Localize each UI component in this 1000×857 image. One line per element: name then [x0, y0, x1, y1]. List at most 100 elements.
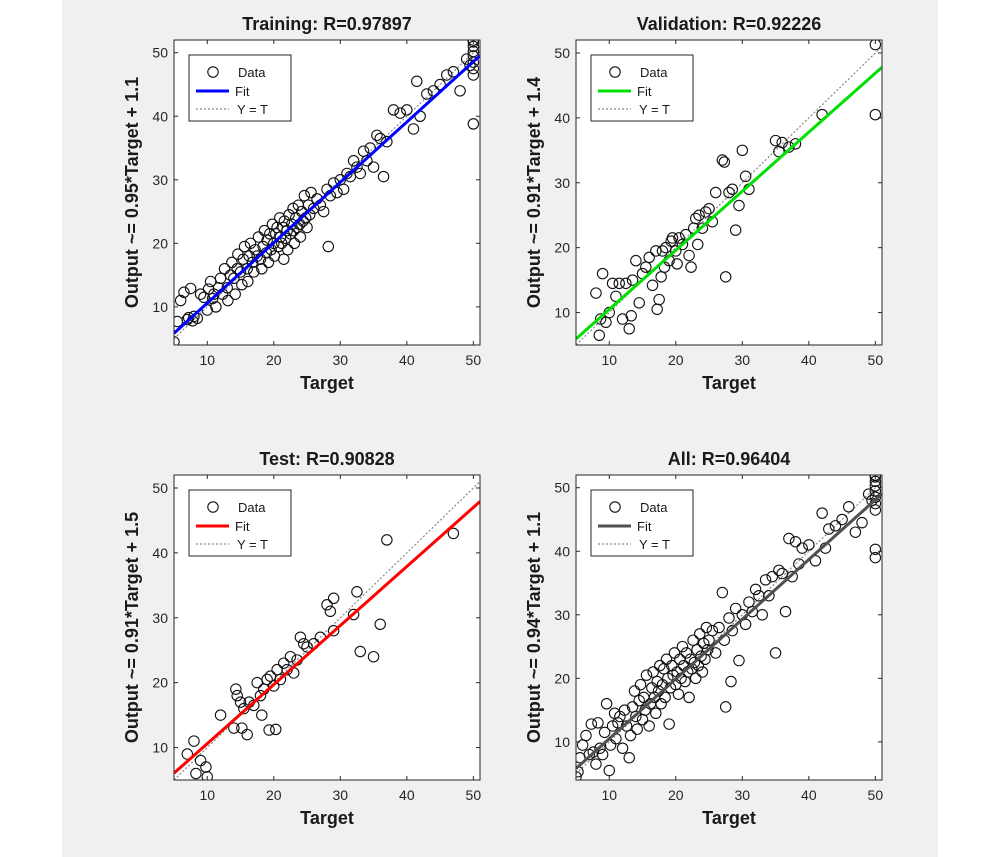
plot-title: Training: R=0.97897 — [242, 14, 412, 34]
data-point — [695, 650, 707, 662]
y-tick-label: 10 — [152, 740, 168, 756]
data-point — [687, 634, 699, 646]
data-point — [590, 287, 602, 299]
data-point — [301, 641, 313, 653]
data-point — [625, 310, 637, 322]
data-point — [585, 718, 598, 730]
data-point — [317, 205, 330, 218]
y-tick-label: 50 — [554, 45, 570, 61]
identity-line — [576, 480, 882, 775]
data-point — [633, 297, 645, 309]
data-point — [288, 237, 301, 250]
data-point — [261, 234, 273, 246]
data-point — [849, 526, 862, 538]
data-point — [869, 108, 882, 121]
axes-frame — [575, 39, 883, 346]
data-point — [256, 709, 268, 721]
x-tick-label: 40 — [399, 787, 415, 803]
legend-label: Fit — [235, 84, 250, 99]
data-point — [262, 256, 275, 269]
y-tick-label: 20 — [554, 670, 570, 686]
data-point — [606, 277, 619, 290]
fit-line — [576, 66, 882, 340]
data-point — [181, 748, 194, 760]
data-point — [869, 475, 882, 481]
data-point — [643, 720, 655, 732]
data-point — [616, 742, 629, 754]
data-point — [693, 209, 705, 221]
y-axis-label: Output ~= 0.91*Target + 1.4 — [524, 77, 544, 308]
data-point — [773, 564, 785, 577]
data-point — [294, 231, 307, 243]
data-point — [816, 507, 828, 519]
data-point — [683, 249, 695, 262]
data-point — [593, 329, 606, 342]
data-point — [829, 520, 842, 532]
data-point — [640, 669, 653, 681]
data-point — [630, 710, 642, 723]
data-point — [381, 534, 393, 546]
x-axis-label: Target — [702, 373, 756, 393]
data-point — [467, 45, 480, 58]
legend-marker-data — [609, 501, 621, 513]
data-point — [709, 647, 722, 659]
data-point — [274, 673, 287, 686]
data-point — [786, 570, 798, 583]
data-point — [716, 154, 729, 166]
data-point — [294, 631, 307, 643]
data-point — [620, 277, 632, 290]
data-point — [184, 282, 197, 295]
data-point — [411, 75, 423, 88]
legend-label: Data — [238, 500, 266, 515]
identity-line — [174, 45, 480, 340]
data-point — [460, 53, 473, 65]
y-tick-label: 30 — [152, 172, 168, 188]
x-tick-label: 40 — [399, 352, 415, 368]
x-tick-label: 30 — [735, 787, 751, 803]
data-point — [230, 683, 242, 695]
data-point — [590, 758, 602, 770]
data-point — [322, 240, 335, 253]
data-point — [671, 258, 683, 270]
legend-label: Y = T — [639, 537, 670, 552]
data-point — [618, 704, 631, 716]
data-point — [387, 104, 400, 116]
data-point — [337, 183, 350, 196]
y-tick-label: 10 — [554, 734, 570, 750]
y-tick-label: 10 — [152, 299, 168, 315]
x-tick-label: 50 — [466, 352, 482, 368]
plot-title: Validation: R=0.92226 — [637, 14, 822, 34]
data-point — [680, 647, 693, 659]
data-point — [769, 134, 782, 147]
data-point — [656, 245, 669, 257]
data-point — [842, 501, 855, 513]
data-point — [716, 586, 729, 599]
data-point — [703, 202, 715, 215]
data-point — [634, 678, 647, 691]
data-point — [726, 624, 739, 637]
data-point — [763, 589, 775, 602]
data-point — [869, 485, 882, 497]
y-tick-label: 40 — [152, 545, 168, 561]
data-point — [367, 161, 380, 173]
fit-line — [174, 500, 480, 775]
data-point — [421, 88, 433, 100]
data-point — [689, 212, 702, 225]
x-tick-label: 30 — [333, 352, 349, 368]
data-point — [693, 628, 706, 640]
data-point — [228, 722, 240, 734]
fit-line — [576, 492, 882, 770]
data-point — [623, 323, 635, 335]
data-point — [643, 251, 655, 264]
data-point — [351, 586, 363, 598]
data-point — [676, 640, 689, 653]
data-point — [736, 144, 749, 157]
legend-label: Fit — [637, 84, 652, 99]
data-point — [354, 645, 367, 658]
data-point — [201, 771, 214, 780]
x-tick-label: 20 — [668, 787, 684, 803]
data-point — [347, 608, 360, 621]
data-point — [673, 232, 685, 244]
data-point — [869, 491, 882, 503]
y-tick-label: 50 — [152, 480, 168, 496]
